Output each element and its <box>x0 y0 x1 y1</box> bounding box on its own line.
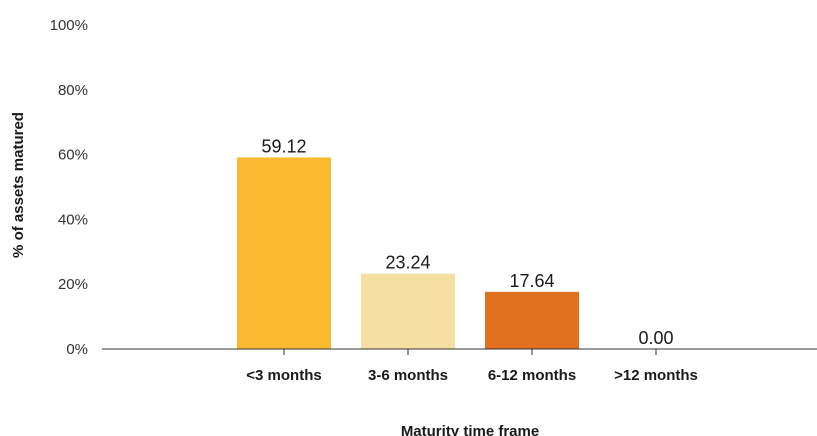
y-tick-label: 20% <box>58 276 88 293</box>
x-axis-categories: <3 months 3-6 months 6-12 months >12 months <box>246 367 698 384</box>
x-axis-tick-marks <box>283 349 657 355</box>
y-tick-label: 100% <box>50 17 88 34</box>
data-label: 17.64 <box>509 271 554 291</box>
x-tick-label: >12 months <box>614 367 698 384</box>
x-tick-label: 3-6 months <box>368 367 448 384</box>
y-axis-ticks: 0% 20% 40% 60% 80% 100% <box>50 17 88 358</box>
y-tick-label: 60% <box>58 147 88 164</box>
data-labels: 59.12 23.24 17.64 0.00 <box>261 136 673 348</box>
y-tick-label: 0% <box>66 341 88 358</box>
data-label: 59.12 <box>261 136 306 156</box>
bar <box>485 291 579 349</box>
data-label: 23.24 <box>385 253 430 273</box>
data-label: 0.00 <box>638 328 673 348</box>
bar <box>361 273 455 349</box>
bar <box>237 157 331 349</box>
y-tick-label: 40% <box>58 211 88 228</box>
y-tick-label: 80% <box>58 82 88 99</box>
x-tick-label: 6-12 months <box>488 367 576 384</box>
x-axis-title: Maturity time frame <box>401 423 539 436</box>
y-axis-title: % of assets matured <box>10 112 27 258</box>
x-tick-label: <3 months <box>246 367 321 384</box>
bars <box>237 157 579 349</box>
